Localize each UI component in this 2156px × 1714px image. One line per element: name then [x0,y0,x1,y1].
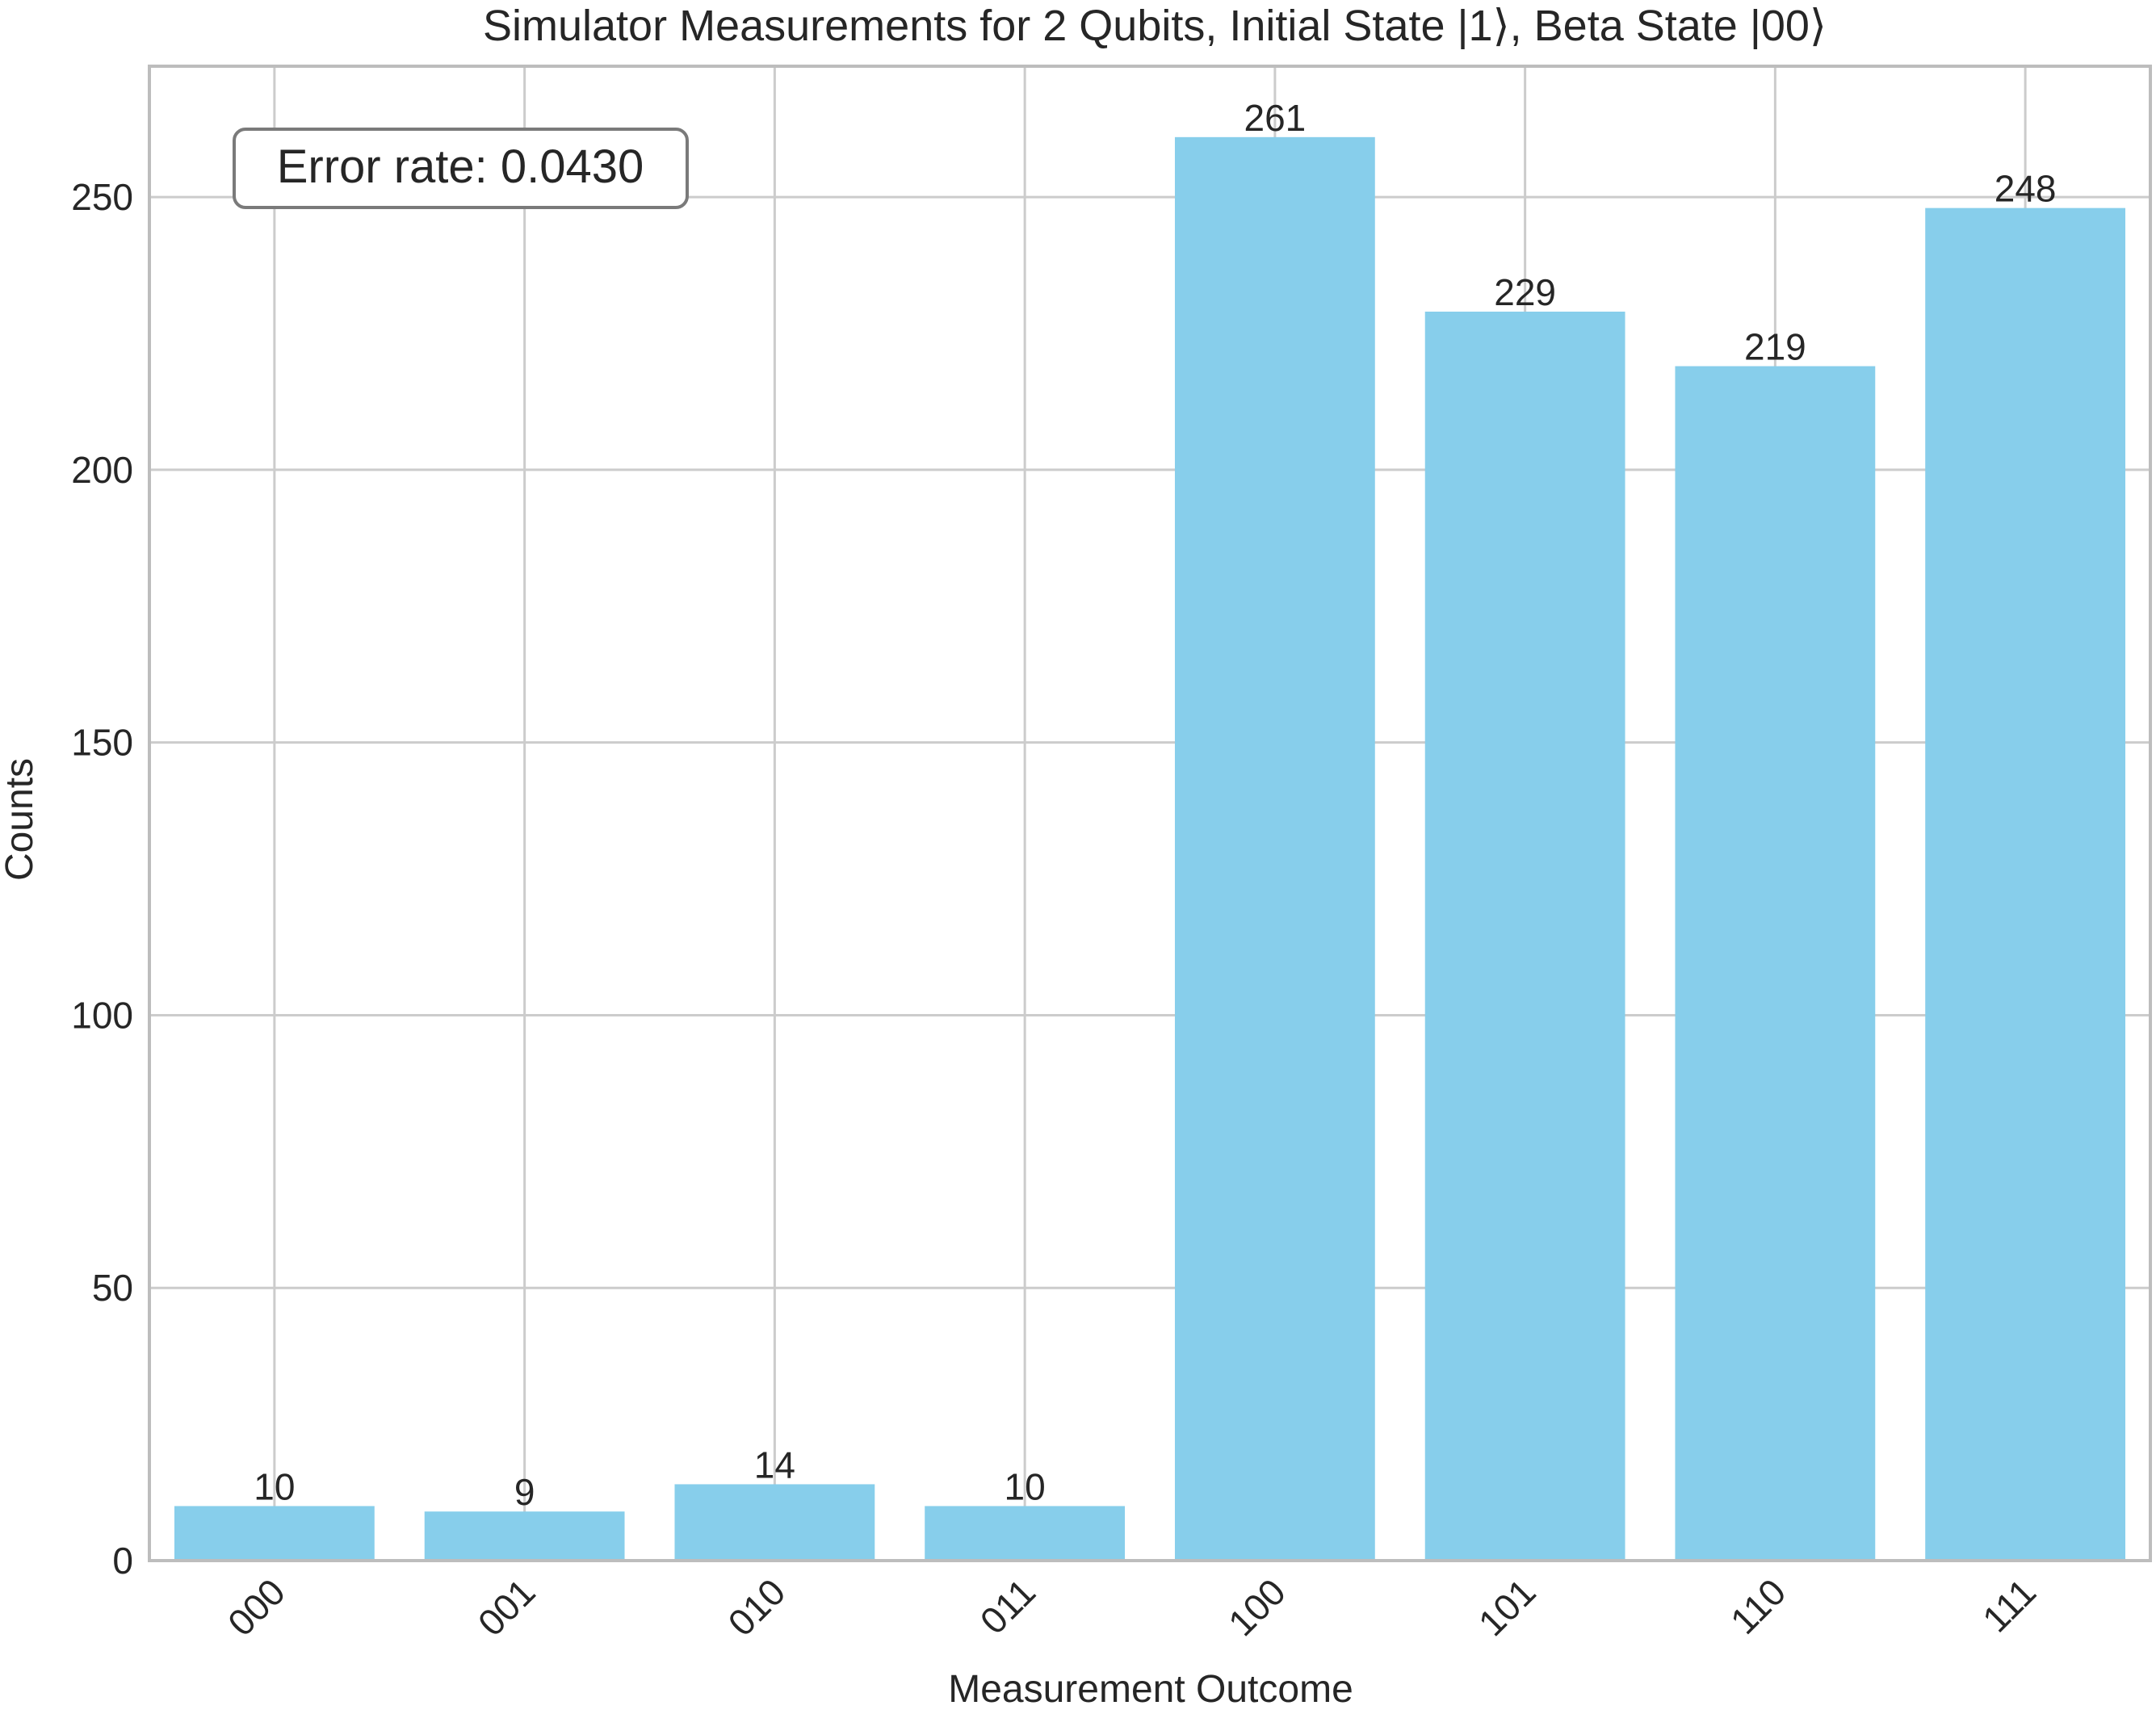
bar [424,1511,625,1561]
bar [674,1484,875,1561]
x-tick-label: 110 [1722,1570,1794,1642]
bar [1174,136,1375,1561]
annotation-box [233,128,689,209]
y-tick-label: 100 [71,994,133,1036]
y-tick-label: 50 [92,1267,133,1309]
bar-value-label: 10 [254,1465,295,1507]
x-tick-label: 101 [1470,1570,1544,1644]
bar [174,1506,375,1561]
bar [925,1506,1126,1561]
y-tick-label: 0 [112,1540,133,1582]
bar [1925,207,2126,1561]
x-tick-label: 111 [1974,1570,2044,1640]
bar-value-label: 219 [1744,326,1806,368]
bar-value-label: 9 [514,1471,535,1513]
error-rate-text: Error rate: 0.0430 [277,140,644,193]
bar-value-label: 261 [1244,97,1307,139]
axes-frame [148,65,2152,1562]
x-tick-label: 010 [719,1570,793,1644]
x-tick-label: 001 [470,1570,543,1644]
y-tick-label: 150 [71,722,133,764]
x-axis-label: Measurement Outcome [948,1668,1353,1710]
x-tick-label: 011 [972,1570,1044,1642]
error-rate-annotation: Error rate: 0.0430 [233,128,689,209]
bar-value-label: 229 [1494,271,1556,313]
y-tick-label: 200 [71,449,133,491]
chart-title: Simulator Measurements for 2 Qubits, Ini… [483,2,1827,50]
bar-value-label: 14 [754,1444,795,1486]
bar [1424,311,1625,1561]
y-tick-label: 250 [71,176,133,218]
bar [1675,366,1876,1561]
bar-value-label: 10 [1005,1465,1046,1507]
x-tick-label: 000 [220,1570,293,1644]
x-tick-label: 100 [1220,1570,1294,1644]
bar-value-label: 248 [1995,168,2057,210]
bars: 10 9 14 10 261 229 219 248 [174,97,2126,1561]
y-axis-label: Counts [0,758,41,881]
